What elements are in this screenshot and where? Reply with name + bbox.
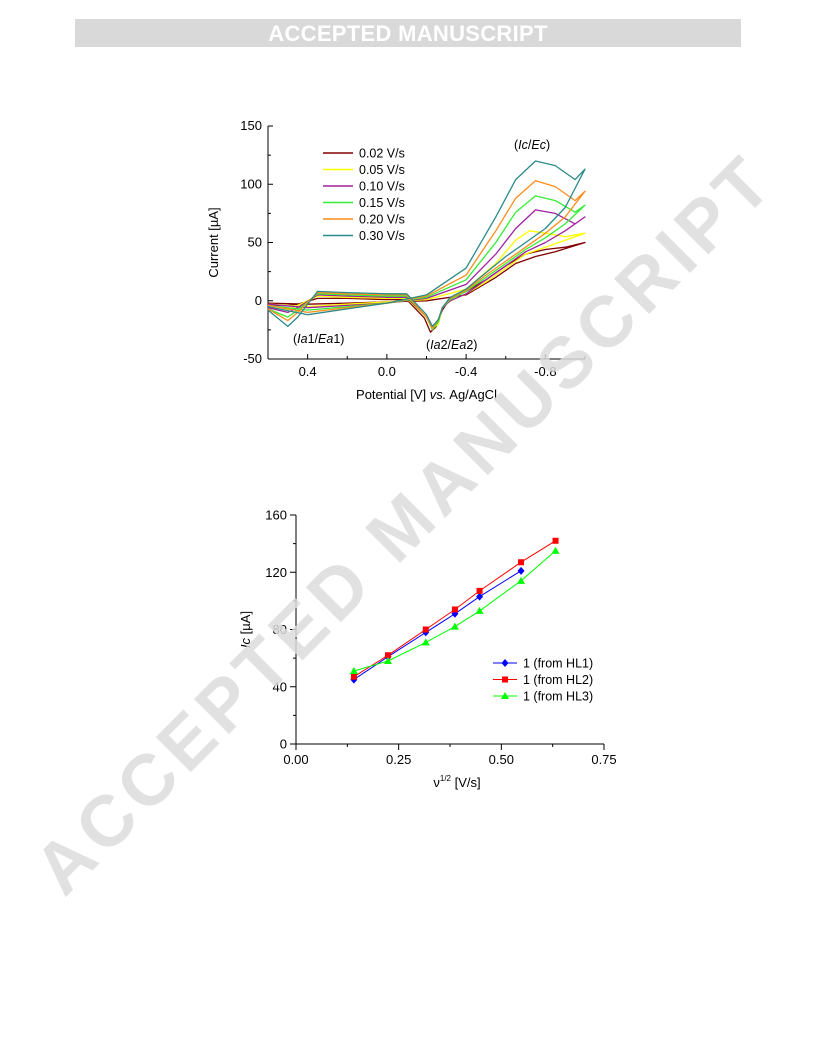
cv-curve (267, 160, 586, 328)
x-tick-label: 0.4 (299, 364, 317, 379)
y-axis-title-part: Ic (238, 637, 253, 648)
legend-marker (502, 676, 508, 683)
cyclic-voltammogram-chart: -50 0 50 100 150 0.4 0.0 -0.4 -0.8 Potential [V] … (206, 118, 586, 402)
cv-curve (267, 209, 586, 330)
series-line (353, 570, 522, 681)
y-tick-label: -50 (243, 351, 262, 366)
cv-curve (267, 180, 586, 330)
peak-annotation-part: Ia (297, 332, 307, 346)
peak-annotation-part: ( (426, 338, 431, 352)
y-tick-label: 150 (240, 118, 262, 133)
x-tick-label: -0.8 (534, 364, 556, 379)
x-axis-title-part: Potential [V] (356, 387, 430, 402)
peak-annotation-part: ( (514, 138, 519, 152)
peak-annotation-part: Ea (318, 332, 333, 346)
legend-label: 0.30 V/s (359, 229, 405, 243)
data-point (475, 606, 484, 614)
data-point (517, 576, 526, 584)
legend-marker (501, 659, 509, 667)
data-point (350, 673, 357, 680)
legend-label: 0.02 V/s (359, 147, 405, 161)
x-axis-title-part: vs. (430, 387, 447, 402)
x-axis-title: ν1/2 [V/s] (433, 774, 480, 790)
peak-annotation-part: Ia (430, 338, 440, 352)
x-tick-label: 0.50 (489, 752, 514, 767)
legend-label: 0.05 V/s (359, 163, 405, 177)
data-point (383, 656, 392, 664)
data-point (517, 566, 525, 575)
peak-annotation: (Ia1/Ea1) (293, 332, 344, 346)
cv-curve (267, 241, 586, 333)
peak-annotation-part: / (528, 138, 532, 152)
peak-annotation-part: 2) (466, 338, 477, 352)
x-tick-label: 0.25 (386, 752, 411, 767)
data-point (450, 622, 459, 630)
peak-current-vs-scan-rate-figure: 0 40 80 120 160 0.00 0.25 0.50 0.75 ν1/2 [V/s] Ic … (217, 480, 661, 798)
data-point (551, 546, 560, 554)
x-axis-title-part: [V/s] (451, 775, 481, 790)
y-tick-label: 50 (248, 235, 262, 250)
legend-label: 1 (from HL2) (523, 673, 593, 687)
legend-label: 1 (from HL1) (523, 657, 593, 671)
peak-current-plot: 0 40 80 120 160 0.00 0.25 0.50 0.75 ν1/2 [V/s] Ic … (238, 508, 617, 791)
data-point (518, 559, 525, 566)
peak-annotation-part: ( (293, 332, 298, 346)
data-point (451, 609, 459, 618)
peak-annotation-part: Ec (531, 138, 546, 152)
y-tick-label: 0 (280, 737, 287, 752)
legend-label: 1 (from HL3) (523, 690, 593, 704)
x-axis-title-part: ν (433, 775, 440, 790)
y-axis-title: Current [µA] (206, 207, 221, 277)
peak-annotation-part: 1/ (308, 332, 319, 346)
x-axis-title: Potential [V] vs. Ag/AgCl (356, 387, 497, 402)
data-point (421, 638, 430, 646)
y-tick-label: 100 (240, 176, 262, 191)
cv-curve (267, 230, 586, 330)
y-axis-title-part: [µA] (238, 611, 253, 638)
manuscript-banner: ACCEPTED MANUSCRIPT (75, 19, 741, 47)
legend-marker (501, 692, 509, 699)
peak-annotation-part: Ea (451, 338, 466, 352)
peak-annotation: (Ia2/Ea2) (426, 338, 477, 352)
peak-annotation-part: 2/ (441, 338, 452, 352)
peak-annotation-part: Ic (518, 138, 528, 152)
y-tick-label: 0 (255, 293, 262, 308)
data-point (384, 652, 391, 659)
data-point (552, 537, 559, 544)
x-tick-label: 0.75 (591, 752, 616, 767)
y-tick-label: 40 (273, 679, 287, 694)
data-point (451, 606, 458, 613)
data-point (349, 667, 358, 675)
peak-annotation-part: 1) (333, 332, 344, 346)
peak-annotation-part: ) (546, 138, 550, 152)
x-axis-title-sup: 1/2 (440, 774, 452, 783)
x-tick-label: -0.4 (455, 364, 477, 379)
y-tick-label: 120 (265, 565, 287, 580)
y-tick-label: 80 (273, 622, 287, 637)
x-tick-label: 0.00 (283, 752, 308, 767)
y-axis-title: Ic [µA] (238, 611, 253, 648)
data-point (422, 626, 429, 633)
cyclic-voltammogram-figure: -50 0 50 100 150 0.4 0.0 -0.4 -0.8 Potential [V] … (183, 88, 650, 414)
legend-label: 0.10 V/s (359, 180, 405, 194)
x-tick-label: 0.0 (378, 364, 396, 379)
legend-label: 0.20 V/s (359, 213, 405, 227)
data-point (476, 587, 483, 594)
data-point (476, 592, 484, 601)
x-axis-title-part: Ag/AgCl (446, 387, 497, 402)
peak-annotation: (Ic/Ec) (514, 138, 550, 152)
cv-curve (267, 195, 586, 331)
legend-label: 0.15 V/s (359, 196, 405, 210)
y-tick-label: 160 (265, 508, 287, 523)
